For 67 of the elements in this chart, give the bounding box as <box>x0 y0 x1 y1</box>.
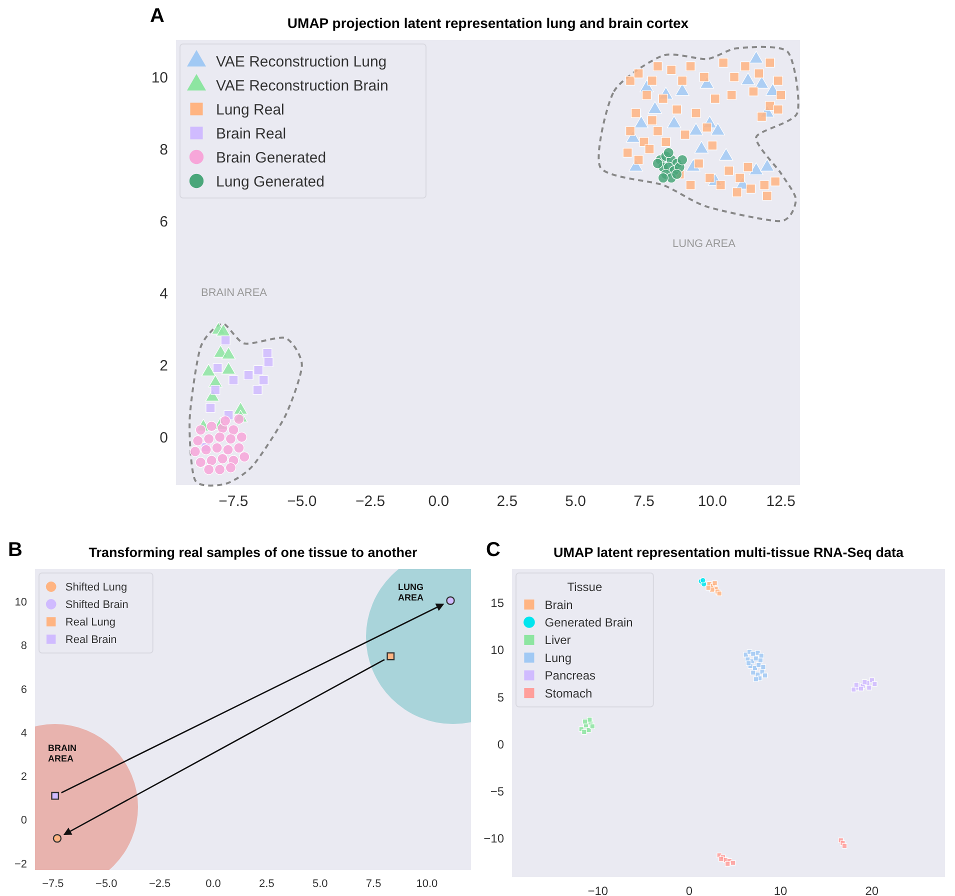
chart-title: UMAP projection latent representation lung and brain cortex <box>287 15 689 31</box>
y-tick-label: −2 <box>14 858 27 870</box>
y-tick-label: 10 <box>14 596 27 609</box>
x-tick-label: 0 <box>686 884 693 896</box>
x-tick-label: 7.5 <box>634 493 654 510</box>
x-tick-label: −5.0 <box>287 493 317 510</box>
x-tick-label: 10.0 <box>698 493 728 510</box>
legend-label: Lung Real <box>216 101 284 118</box>
x-tick-label: −2.5 <box>356 493 386 510</box>
legend-label: Lung Generated <box>216 173 324 190</box>
legend-label: VAE Reconstruction Brain <box>216 77 388 94</box>
x-tick-label: −7.5 <box>218 493 248 510</box>
y-tick-label: 10 <box>151 69 168 86</box>
x-tick-label: 10.0 <box>416 878 438 890</box>
y-tick-label: 4 <box>160 285 168 302</box>
y-tick-label: 0 <box>20 814 27 827</box>
text: B <box>8 539 22 561</box>
text: C <box>486 539 500 561</box>
y-tick-label: 6 <box>160 213 168 230</box>
legend-label: Brain Generated <box>216 149 326 166</box>
x-tick-label: 2.5 <box>259 878 274 890</box>
x-tick-label: 10 <box>774 884 788 896</box>
y-tick-label: 0 <box>497 737 504 752</box>
legend-label: Generated Brain <box>544 615 633 630</box>
y-tick-label: 15 <box>490 596 504 610</box>
chart-title: UMAP latent representation multi-tissue RNA-Seq data <box>553 545 904 560</box>
y-tick-label: 6 <box>20 684 27 696</box>
x-tick-label: −10 <box>588 884 608 896</box>
y-tick-label: 2 <box>20 771 27 784</box>
legend-label: Real Lung <box>65 616 116 629</box>
y-tick-label: −10 <box>484 832 504 846</box>
x-tick-label: −7.5 <box>42 878 64 890</box>
legend-label: VAE Reconstruction Lung <box>216 53 387 70</box>
legend-label: Brain Real <box>216 125 286 142</box>
legend-label: Shifted Lung <box>65 582 128 594</box>
y-tick-label: 2 <box>160 357 168 374</box>
y-tick-label: 0 <box>160 429 168 446</box>
x-tick-label: 2.5 <box>496 493 518 510</box>
y-tick-label: 4 <box>20 727 27 740</box>
legend-label: Real Brain <box>65 634 117 646</box>
x-tick-label: 5.0 <box>565 493 586 510</box>
x-tick-label: 20 <box>865 884 879 896</box>
legend-label: Shifted Brain <box>65 599 128 612</box>
x-tick-label: 5.0 <box>312 878 328 890</box>
annotation: LUNG AREA <box>672 238 736 250</box>
x-tick-label: 0.0 <box>428 493 450 510</box>
legend-label: Pancreas <box>544 668 596 683</box>
y-tick-label: 8 <box>160 141 168 158</box>
x-tick-label: 12.5 <box>766 493 796 510</box>
text: A <box>150 5 164 27</box>
legend-label: Stomach <box>544 686 592 700</box>
legend-label: Brain <box>544 598 573 612</box>
x-tick-label: −5.0 <box>96 878 118 890</box>
chart-title: Transforming real samples of one tissue to another <box>88 545 418 560</box>
x-tick-label: 7.5 <box>366 878 382 890</box>
annotation: BRAIN AREA <box>48 743 76 764</box>
x-tick-label: 0.0 <box>206 878 221 890</box>
annotation: LUNG AREA <box>398 582 424 602</box>
y-tick-label: 8 <box>20 640 27 652</box>
annotation: BRAIN AREA <box>200 287 268 299</box>
y-tick-label: 5 <box>497 690 504 704</box>
y-tick-label: 10 <box>490 643 504 658</box>
y-tick-label: −5 <box>490 784 504 798</box>
x-tick-label: −2.5 <box>148 878 171 890</box>
legend-title: Tissue <box>567 580 602 594</box>
legend-label: Liver <box>544 633 571 648</box>
legend-label: Lung <box>544 650 572 665</box>
